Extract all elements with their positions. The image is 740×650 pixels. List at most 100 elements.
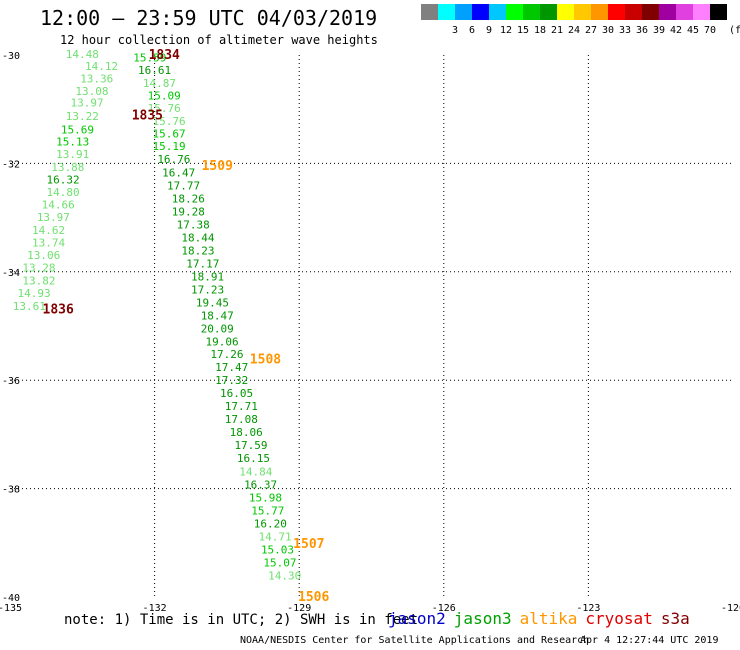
scale-swatch <box>557 4 574 20</box>
wave-height-value: 18.44 <box>181 232 214 245</box>
satellite-legend-jason2: jason2 <box>388 609 446 628</box>
wave-height-value: 14.66 <box>42 199 75 212</box>
wave-height-value: 14.30 <box>268 569 301 582</box>
wave-height-value: 13.91 <box>56 148 89 161</box>
wave-height-value: 19.28 <box>172 206 205 219</box>
scale-swatch <box>659 4 676 20</box>
wave-height-value: 18.47 <box>201 310 234 323</box>
lat-tick-label: -34 <box>2 268 20 279</box>
lon-tick-label: -123 <box>576 603 600 614</box>
wave-height-value: 13.97 <box>37 211 70 224</box>
wave-height-value: 16.61 <box>138 64 171 77</box>
wave-height-value: 18.91 <box>191 271 224 284</box>
lat-tick-label: -38 <box>2 485 20 496</box>
footer-note: note: 1) Time is in UTC; 2) SWH is in fe… <box>64 612 419 628</box>
wave-height-value: 16.32 <box>46 174 79 187</box>
scale-swatch <box>642 4 659 20</box>
scale-label: 36 <box>635 25 649 36</box>
wave-height-value: 15.77 <box>251 504 284 517</box>
wave-height-value: 17.17 <box>186 258 219 271</box>
scale-label: 6 <box>468 25 476 36</box>
lat-tick-label: -30 <box>2 51 20 62</box>
wave-height-value: 13.06 <box>27 249 60 262</box>
wave-height-value: 18.06 <box>230 426 263 439</box>
scale-label: 12 <box>499 25 513 36</box>
wave-height-value: 17.38 <box>177 219 210 232</box>
scale-swatch <box>421 4 438 20</box>
satellite-legend: jason2 jason3 altika cryosat s3a <box>388 609 698 628</box>
scale-swatch <box>455 4 472 20</box>
scale-swatch <box>625 4 642 20</box>
wave-height-value: 19.06 <box>206 336 239 349</box>
wave-height-value: 14.80 <box>46 186 79 199</box>
wave-height-value: 17.47 <box>215 361 248 374</box>
wave-height-value: 15.69 <box>61 123 94 136</box>
lat-tick-label: -40 <box>2 593 20 604</box>
wave-height-value: 13.88 <box>51 161 84 174</box>
lon-tick-label: -132 <box>143 603 167 614</box>
orbit-pass-label: 1506 <box>298 590 329 605</box>
wave-height-value: 14.48 <box>66 48 99 61</box>
scale-swatch <box>591 4 608 20</box>
scale-unit: (ft) <box>729 25 740 36</box>
scale-label: 9 <box>485 25 493 36</box>
scale-label: 21 <box>550 25 564 36</box>
wave-height-value: 17.32 <box>215 374 248 387</box>
scale-swatch <box>506 4 523 20</box>
scale-label: 27 <box>584 25 598 36</box>
wave-height-value: 14.12 <box>85 60 118 73</box>
scale-swatch <box>710 4 727 20</box>
wave-height-value: 15.76 <box>148 102 181 115</box>
scale-swatch <box>523 4 540 20</box>
scale-label: 18 <box>533 25 547 36</box>
scale-swatch <box>608 4 625 20</box>
wave-height-value: 18.26 <box>172 193 205 206</box>
wave-height-value: 17.23 <box>191 284 224 297</box>
lon-tick-label: -126 <box>432 603 456 614</box>
wave-height-value: 13.74 <box>32 237 65 250</box>
wave-height-value: 13.08 <box>75 85 108 98</box>
wave-height-value: 16.20 <box>254 517 287 530</box>
wave-height-value: 14.93 <box>18 287 51 300</box>
wave-height-value: 15.98 <box>249 491 282 504</box>
credit-line: NOAA/NESDIS Center for Satellite Applica… <box>240 635 590 646</box>
wave-height-value: 16.47 <box>162 167 195 180</box>
wave-height-value: 19.45 <box>196 297 229 310</box>
lat-tick-label: -36 <box>2 376 20 387</box>
map-grid <box>10 55 733 597</box>
wave-height-value: 16.15 <box>237 452 270 465</box>
satellite-legend-jason3: jason3 <box>453 609 512 628</box>
wave-height-value: 14.62 <box>32 224 65 237</box>
wave-height-value: 13.61 <box>13 300 46 313</box>
wave-height-value: 16.37 <box>244 478 277 491</box>
wave-height-value: 13.22 <box>66 110 99 123</box>
scale-swatch <box>438 4 455 20</box>
orbit-pass-label: 1834 <box>149 48 180 63</box>
orbit-pass-label: 1508 <box>250 353 281 368</box>
wave-height-value: 18.23 <box>181 245 214 258</box>
scale-label: 42 <box>669 25 683 36</box>
wave-height-value: 15.76 <box>152 115 185 128</box>
scale-swatch <box>540 4 557 20</box>
page-title: 12:00 – 23:59 UTC 04/03/2019 <box>40 6 378 30</box>
wave-height-value: 15.09 <box>148 90 181 103</box>
scale-label: 15 <box>516 25 530 36</box>
wave-height-value: 15.67 <box>152 128 185 141</box>
wave-height-value: 17.26 <box>210 348 243 361</box>
orbit-pass-label: 1509 <box>202 159 233 174</box>
wave-height-value: 16.05 <box>220 387 253 400</box>
scale-label: 33 <box>618 25 632 36</box>
wave-height-value: 15.07 <box>263 556 296 569</box>
wave-height-value: 17.71 <box>225 400 258 413</box>
wave-height-value: 15.19 <box>152 140 185 153</box>
satellite-legend-cryosat: cryosat <box>585 609 653 628</box>
lon-tick-label: -120 <box>721 603 740 614</box>
wave-height-value: 15.03 <box>261 543 294 556</box>
scale-label: 3 <box>451 25 459 36</box>
orbit-pass-label: 1507 <box>293 537 324 552</box>
orbit-pass-labels: 1834 1835 1836 1509 1508 1507 1506 <box>43 48 330 605</box>
scale-swatch <box>693 4 710 20</box>
scale-label: 30 <box>601 25 615 36</box>
